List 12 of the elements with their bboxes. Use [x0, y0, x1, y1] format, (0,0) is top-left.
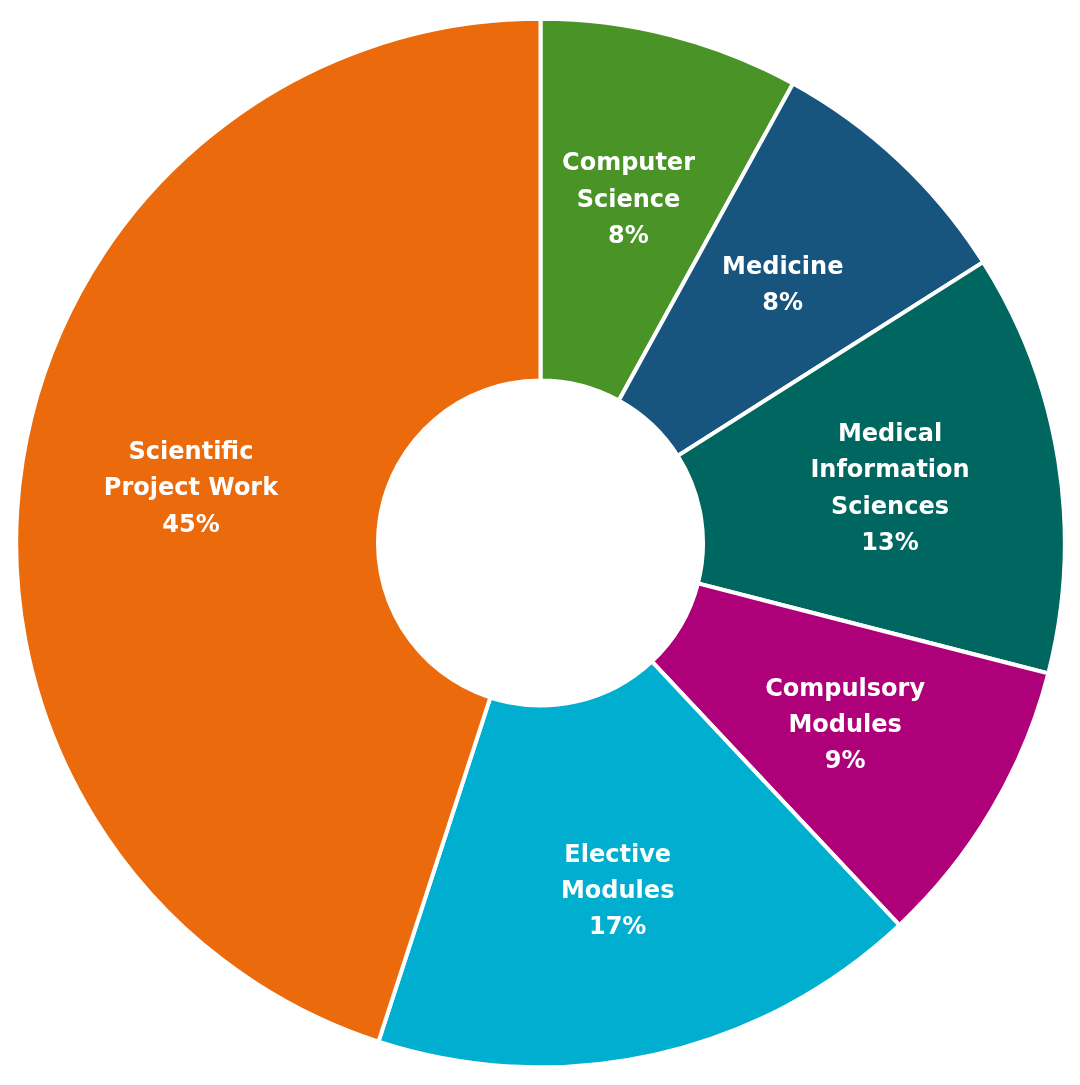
slice-label: Medicine	[722, 251, 844, 280]
slice-label: Computer Science	[562, 148, 696, 213]
data-label: 13%	[861, 527, 919, 556]
slice-label: Compulsory Modules	[765, 673, 926, 738]
slice-label: Medical Information Sciences	[810, 418, 970, 520]
data-label: 45%	[162, 509, 220, 538]
data-label: 8%	[762, 288, 804, 317]
slice-label: Scientific Project Work	[103, 436, 280, 502]
data-label: 17%	[588, 912, 647, 941]
data-label: 8%	[608, 221, 649, 250]
slice-label: Elective Modules	[560, 839, 675, 904]
data-label: 9%	[824, 746, 866, 775]
